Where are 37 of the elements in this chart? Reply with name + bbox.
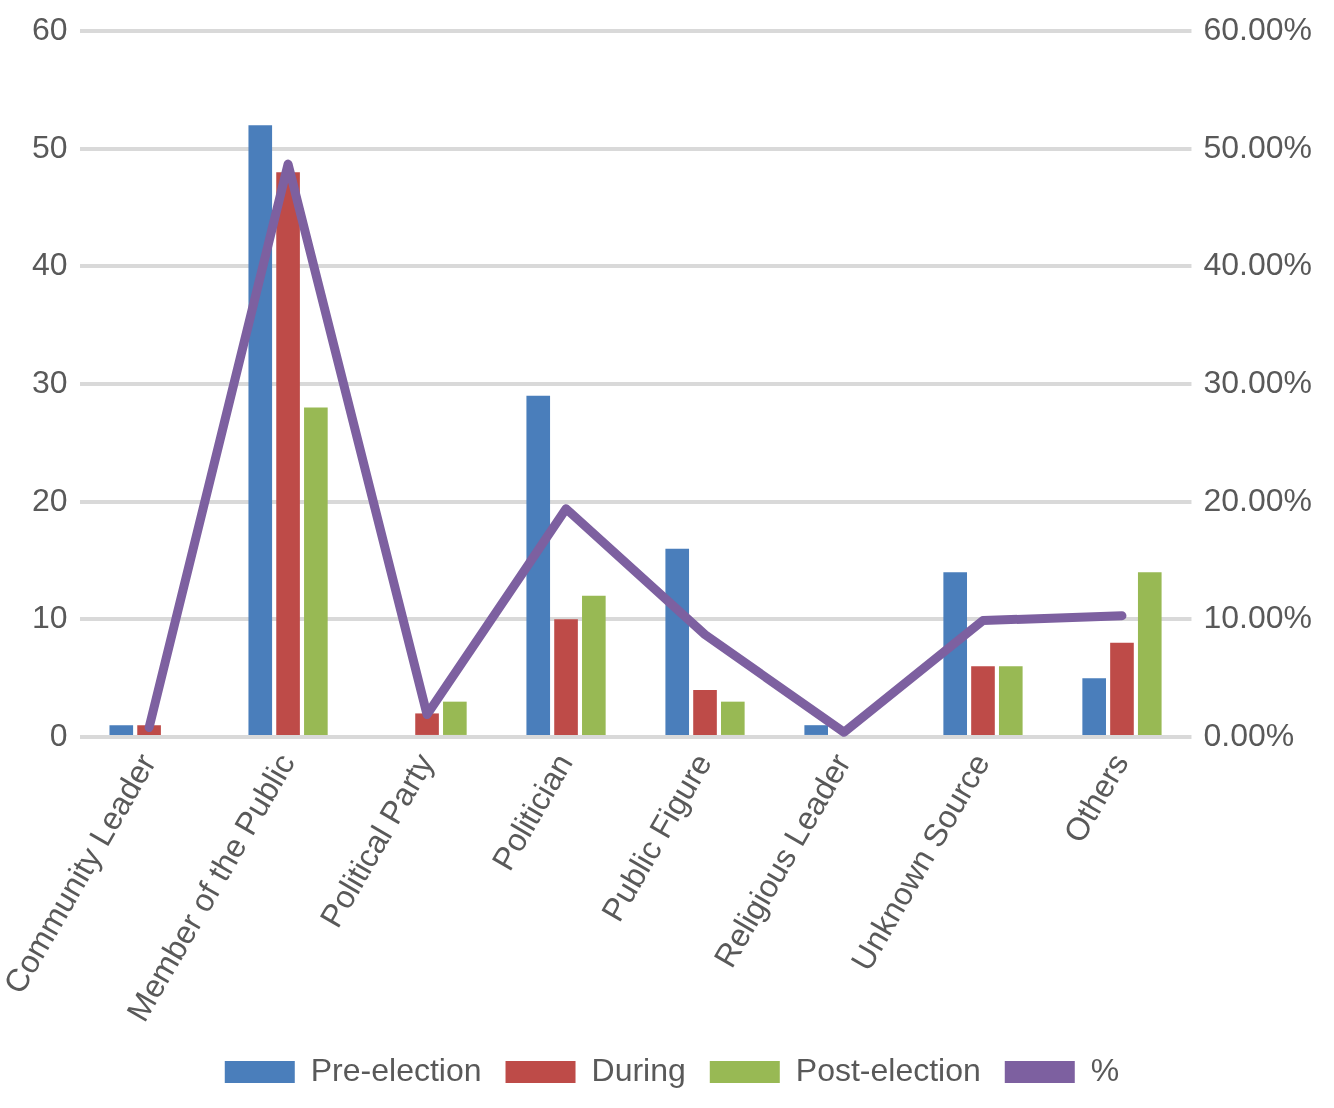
bar bbox=[276, 172, 300, 735]
y-tick-label: 10 bbox=[32, 599, 68, 636]
y-tick-label: 20 bbox=[32, 481, 68, 518]
bar bbox=[526, 395, 551, 735]
y2-tick-label: 0.00% bbox=[1203, 716, 1295, 753]
bar bbox=[721, 701, 745, 735]
y-tick-label: 40 bbox=[32, 246, 68, 283]
y2-tick-label: 60.00% bbox=[1203, 11, 1312, 48]
bar bbox=[248, 125, 273, 735]
y2-tick-label: 20.00% bbox=[1203, 481, 1312, 518]
legend-label: % bbox=[1090, 1051, 1120, 1088]
legend-label: During bbox=[591, 1051, 686, 1088]
bar bbox=[665, 548, 690, 735]
bar bbox=[443, 701, 467, 735]
bar bbox=[554, 619, 578, 735]
bar bbox=[1137, 572, 1162, 735]
legend-label: Pre-election bbox=[310, 1051, 482, 1088]
y2-tick-label: 10.00% bbox=[1203, 599, 1312, 636]
y-tick-label: 30 bbox=[32, 363, 68, 400]
y2-tick-label: 50.00% bbox=[1203, 128, 1312, 165]
bar bbox=[998, 666, 1023, 735]
bar bbox=[304, 407, 328, 735]
bar bbox=[971, 666, 995, 735]
bar bbox=[693, 689, 717, 735]
y2-tick-label: 30.00% bbox=[1203, 363, 1312, 400]
y2-tick-label: 40.00% bbox=[1203, 246, 1312, 283]
bar bbox=[415, 713, 439, 735]
legend-label: Post-election bbox=[795, 1051, 981, 1088]
bar bbox=[804, 725, 829, 735]
y-tick-label: 60 bbox=[32, 11, 68, 48]
bar bbox=[1110, 642, 1134, 735]
bar bbox=[109, 725, 134, 735]
bar bbox=[943, 572, 968, 735]
y-tick-label: 50 bbox=[32, 128, 68, 165]
bar bbox=[582, 595, 606, 735]
y-tick-label: 0 bbox=[49, 716, 68, 753]
bar bbox=[1082, 678, 1106, 735]
